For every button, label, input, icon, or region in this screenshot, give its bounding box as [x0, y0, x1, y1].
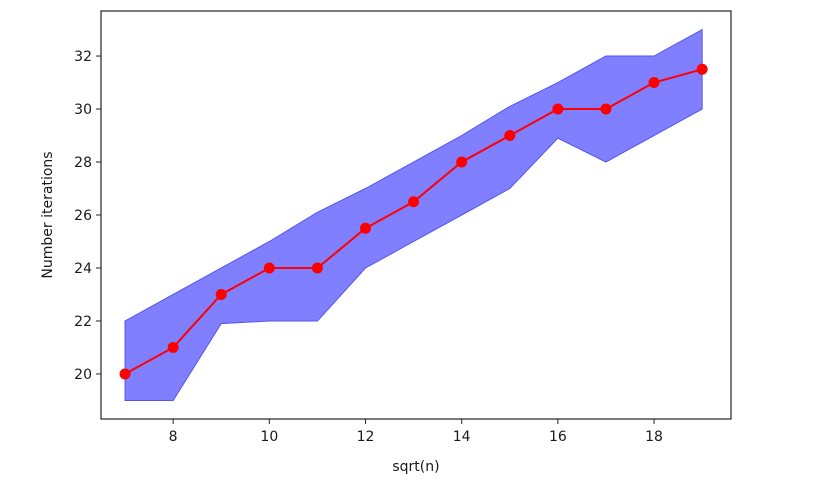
- data-point: [456, 156, 468, 168]
- mean-markers: [119, 63, 708, 380]
- data-point: [311, 262, 323, 274]
- band-polygon: [124, 28, 703, 401]
- y-tick-label: 30: [74, 102, 92, 118]
- data-point: [600, 103, 612, 115]
- y-tick-label: 24: [74, 261, 92, 277]
- data-point: [263, 262, 275, 274]
- y-axis-ticks: 20 22 24 26 28 30 32: [74, 49, 101, 383]
- min-max-band: [124, 28, 703, 401]
- data-point: [696, 63, 708, 75]
- data-point: [552, 103, 564, 115]
- y-tick-label: 28: [74, 155, 92, 171]
- x-tick-label: 14: [453, 429, 471, 445]
- data-point: [360, 222, 372, 234]
- y-axis-label: Number iterations: [40, 151, 56, 278]
- data-point: [167, 341, 179, 353]
- y-tick-label: 26: [74, 208, 92, 224]
- data-point: [408, 196, 420, 208]
- x-tick-label: 12: [357, 429, 375, 445]
- data-point: [119, 368, 131, 380]
- x-tick-label: 16: [549, 429, 567, 445]
- data-point: [648, 77, 660, 89]
- x-tick-label: 10: [260, 429, 278, 445]
- x-tick-label: 18: [645, 429, 663, 445]
- data-point: [215, 288, 227, 300]
- data-point: [504, 130, 516, 142]
- x-axis-label: sqrt(n): [392, 459, 439, 475]
- x-tick-label: 8: [169, 429, 178, 445]
- y-tick-label: 32: [74, 49, 92, 65]
- y-tick-label: 22: [74, 314, 92, 330]
- x-axis-ticks: 8 10 12 14 16 18: [169, 419, 663, 445]
- y-tick-label: 20: [74, 367, 92, 383]
